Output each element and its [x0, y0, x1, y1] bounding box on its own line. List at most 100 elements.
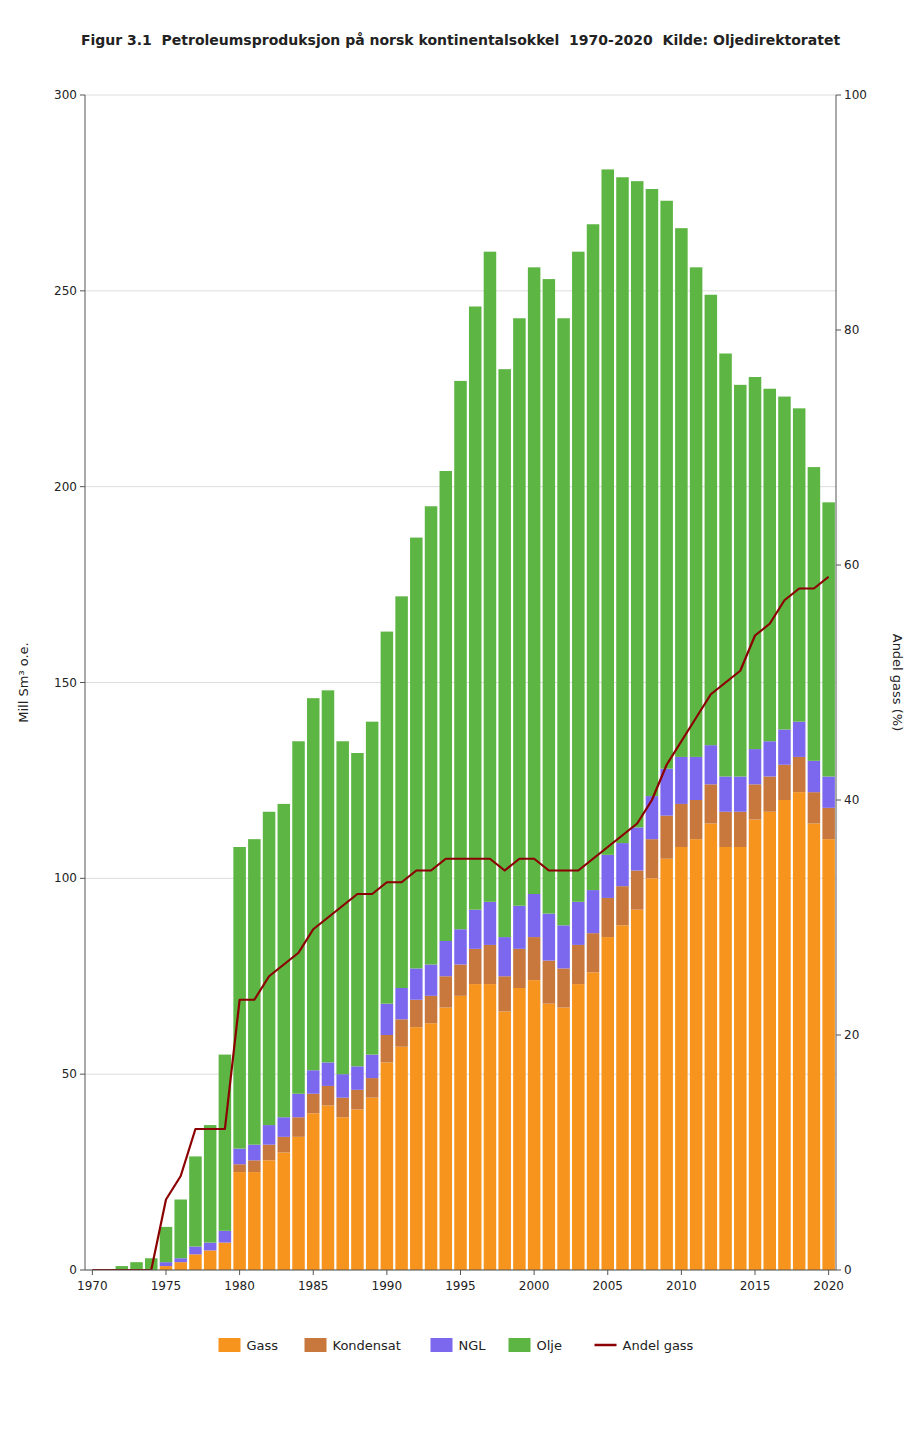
- y-tick: [80, 486, 85, 487]
- bar: [601, 169, 614, 854]
- x-tick-label: 1985: [298, 1279, 329, 1293]
- bar: [763, 812, 776, 1270]
- bar: [292, 1137, 305, 1270]
- bar: [719, 354, 732, 777]
- bar: [572, 902, 585, 945]
- legend-label: Gass: [247, 1338, 279, 1353]
- bar-series: [116, 169, 835, 1270]
- x-tick: [313, 1270, 314, 1275]
- bar: [543, 279, 556, 914]
- bar: [778, 765, 791, 800]
- x-tick: [828, 1270, 829, 1275]
- bar: [484, 984, 497, 1270]
- bar: [793, 757, 806, 792]
- bar: [233, 1164, 246, 1172]
- y2-tick-label: 80: [844, 323, 859, 337]
- bar: [675, 228, 688, 757]
- bar: [675, 847, 688, 1270]
- bar: [395, 988, 408, 1019]
- bar: [498, 937, 511, 976]
- bar: [808, 792, 821, 823]
- bar: [763, 777, 776, 812]
- bar: [174, 1258, 187, 1262]
- bar: [498, 369, 511, 937]
- bar: [705, 784, 718, 823]
- line: [92, 577, 828, 1270]
- y-axis: [85, 95, 86, 1270]
- x-tick: [755, 1270, 756, 1275]
- bar: [307, 1113, 320, 1270]
- y-tick: [80, 1074, 85, 1075]
- bar: [395, 1019, 408, 1046]
- bar-series: [160, 722, 835, 1266]
- bar: [336, 1098, 349, 1118]
- y-tick: [80, 682, 85, 683]
- bar: [690, 267, 703, 757]
- x-tick-label: 1990: [372, 1279, 403, 1293]
- x-tick: [386, 1270, 387, 1275]
- y2-axis: [836, 95, 837, 1270]
- y2-tick-label: 100: [844, 88, 867, 102]
- bar: [822, 502, 835, 776]
- bar: [351, 753, 364, 1066]
- bar: [778, 800, 791, 1270]
- bar: [336, 741, 349, 1074]
- bar: [587, 224, 600, 890]
- y-tick-label: 0: [69, 1263, 77, 1277]
- bar: [719, 847, 732, 1270]
- bar: [484, 945, 497, 984]
- x-tick-label: 2020: [813, 1279, 844, 1293]
- y-tick: [80, 1270, 85, 1271]
- legend-label: Andel gass: [623, 1338, 694, 1353]
- x-tick: [239, 1270, 240, 1275]
- bar: [513, 988, 526, 1270]
- bar: [469, 984, 482, 1270]
- bar: [601, 855, 614, 898]
- bar: [351, 1066, 364, 1090]
- bar: [675, 804, 688, 847]
- bar: [278, 1117, 291, 1137]
- bar: [336, 1074, 349, 1098]
- y-tick-label: 200: [54, 480, 77, 494]
- bar: [557, 318, 570, 925]
- bar: [528, 980, 541, 1270]
- legend-swatch: [509, 1338, 531, 1352]
- y2-tick: [836, 1035, 841, 1036]
- x-tick-label: 1980: [224, 1279, 255, 1293]
- bar: [763, 741, 776, 776]
- bar: [440, 976, 453, 1007]
- bar: [366, 1055, 379, 1079]
- bar: [543, 961, 556, 1004]
- bar: [749, 820, 762, 1270]
- bar: [381, 1062, 394, 1270]
- bar: [189, 1156, 202, 1246]
- bar: [204, 1243, 217, 1251]
- grid-line: [85, 290, 836, 291]
- bar: [440, 1008, 453, 1270]
- bar: [719, 812, 732, 847]
- bar: [351, 1109, 364, 1270]
- x-tick-label: 2000: [519, 1279, 550, 1293]
- bar: [307, 1070, 320, 1094]
- bar: [822, 839, 835, 1270]
- bar: [705, 745, 718, 784]
- x-tick: [92, 1270, 93, 1275]
- bar: [749, 784, 762, 819]
- bar: [233, 1149, 246, 1165]
- bar: [366, 722, 379, 1055]
- bar: [292, 1094, 305, 1118]
- y2-tick-label: 60: [844, 558, 859, 572]
- bar: [381, 1004, 394, 1035]
- marks: [92, 169, 835, 1270]
- x-tick-label: 1975: [151, 1279, 182, 1293]
- bar: [322, 690, 335, 1062]
- y-tick: [80, 95, 85, 96]
- bar: [528, 894, 541, 937]
- x-tick-label: 2005: [592, 1279, 623, 1293]
- bar: [336, 1117, 349, 1270]
- bar: [660, 201, 673, 769]
- bar: [778, 397, 791, 730]
- bar: [528, 937, 541, 980]
- legend-swatch: [595, 1344, 617, 1347]
- x-tick-label: 2010: [666, 1279, 697, 1293]
